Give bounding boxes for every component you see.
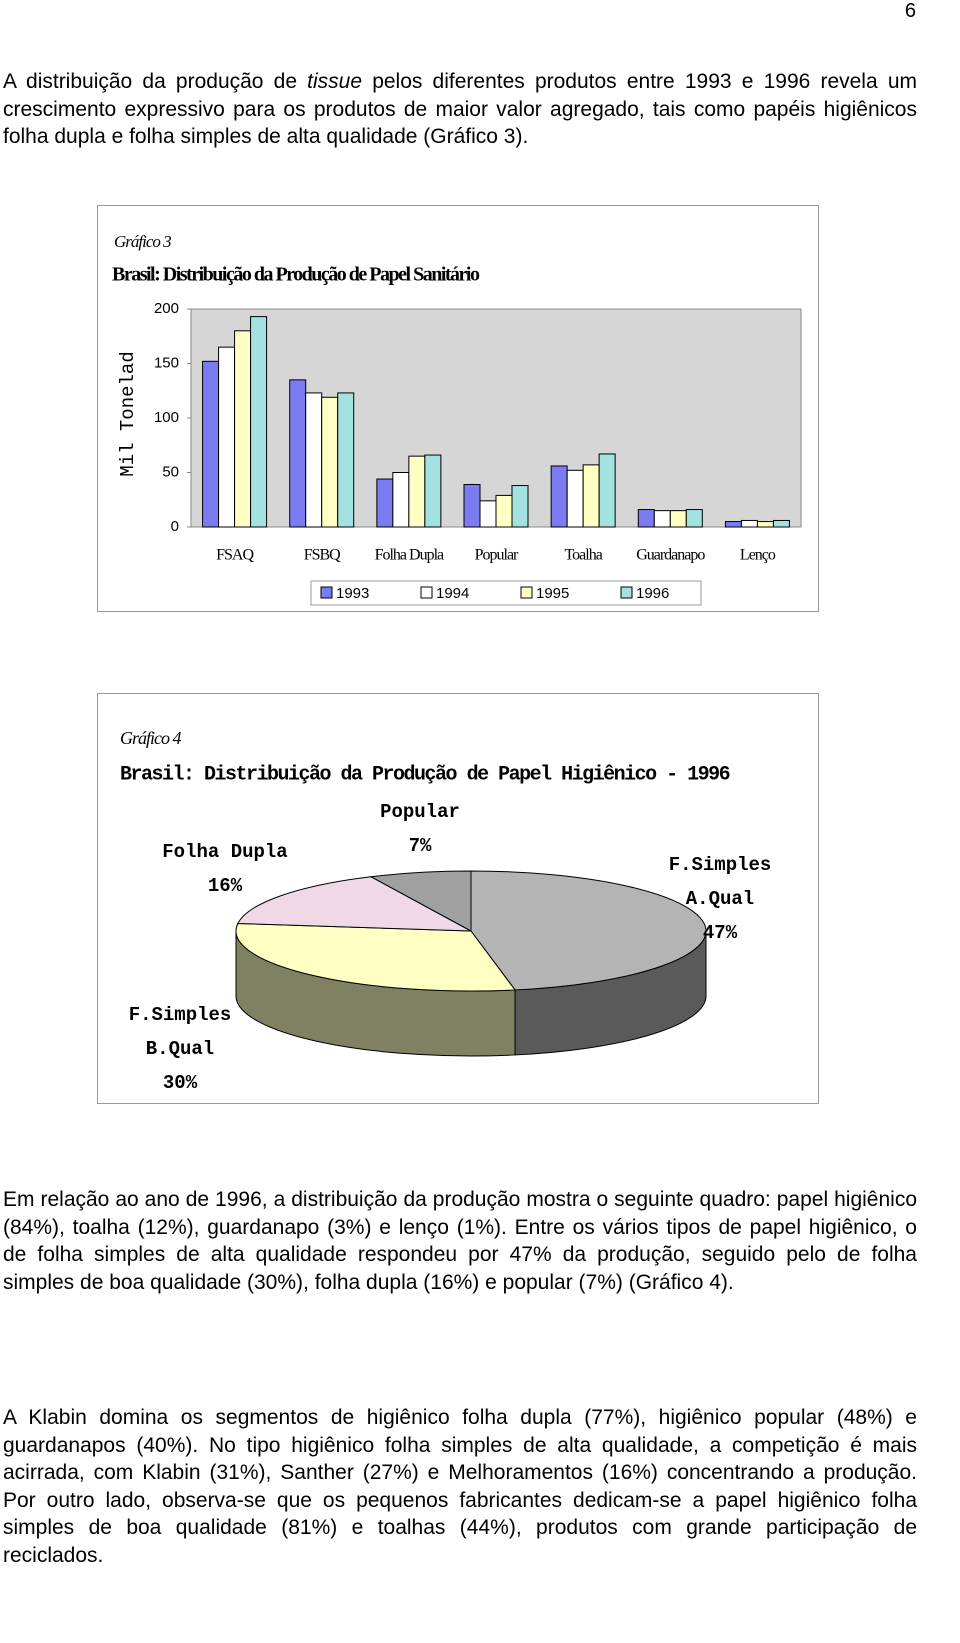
x-tick-label: FSAQ [216, 547, 254, 564]
bar [637, 509, 655, 528]
bar [463, 483, 481, 528]
chart-title: Brasil: Distribuição da Produção de Pape… [112, 264, 480, 286]
bar [511, 485, 529, 528]
legend-label: 1996 [636, 585, 669, 602]
slice-value: 47% [702, 922, 738, 944]
y-tick-label: 50 [162, 463, 179, 480]
bar [202, 360, 220, 528]
chart-caption: Gráfico 3 [114, 232, 171, 251]
paragraph: A distribuição da produção de tissue pel… [3, 68, 917, 151]
text-emphasis: tissue [307, 70, 363, 93]
x-tick-label: FSBQ [304, 547, 341, 564]
chart-frame: Gráfico 3 Brasil: Distribuição da Produçã… [97, 205, 819, 612]
slice-name: F.Simples B.Qual [128, 1004, 232, 1060]
legend-swatch [520, 586, 533, 599]
legend-swatch [420, 586, 433, 599]
bar [337, 392, 355, 528]
pie-label: F.Simples B.Qual 30% [120, 998, 240, 1100]
bar [305, 392, 323, 528]
bar [408, 455, 426, 528]
pie-slice [235, 922, 516, 992]
bar [289, 379, 307, 528]
slice-value: 30% [162, 1072, 198, 1094]
bar [250, 316, 268, 528]
x-tick-label: Guardanapo [636, 547, 705, 564]
bar [582, 464, 600, 528]
y-tick-label: 0 [171, 518, 179, 535]
x-tick-label: Lenço [740, 547, 776, 564]
x-tick-label: Folha Dupla [375, 547, 444, 564]
bar [376, 478, 394, 528]
bar-chart: Gráfico 3 Brasil: Distribuição da Produçã… [112, 232, 802, 606]
pie-slice [470, 870, 707, 991]
legend-box [310, 580, 702, 606]
bar [685, 509, 703, 528]
y-tick-label: 100 [154, 409, 179, 426]
slice-value: 16% [207, 875, 243, 897]
legend-swatch [320, 586, 333, 599]
text: A distribuição da produção de [3, 70, 308, 93]
y-tick-label: 150 [154, 354, 179, 371]
x-tick-label: Toalha [564, 547, 602, 564]
bar [479, 500, 497, 528]
plot-area [190, 308, 802, 528]
bar [598, 453, 616, 528]
paragraph: A Klabin domina os segmentos de higiênic… [3, 1406, 917, 1567]
slice-name: Popular [380, 801, 460, 823]
bar [495, 494, 513, 528]
bar [218, 346, 236, 528]
pie-slice [237, 876, 472, 932]
bar [772, 519, 790, 528]
text: pelos diferentes produtos entre 1993 e 1… [3, 70, 917, 148]
legend-swatch [620, 586, 633, 599]
slice-name: F.Simples A.Qual [668, 854, 772, 910]
bar [756, 521, 774, 528]
legend-label: 1995 [536, 585, 569, 602]
pie-chart: Gráfico 4 Brasil: Distribuição da Produçã… [120, 728, 731, 1057]
bar [234, 330, 252, 528]
legend-label: 1994 [436, 585, 469, 602]
bar [669, 510, 687, 528]
chart-title: Brasil: Distribuição da Produção de Pape… [120, 763, 730, 786]
bar [550, 465, 568, 528]
pie-slice [369, 870, 472, 932]
page-number: 6 [904, 0, 916, 22]
legend-label: 1993 [336, 585, 369, 602]
bar [321, 396, 339, 528]
bar [392, 472, 410, 528]
bar [424, 454, 442, 528]
pie-label: Popular 7% [360, 795, 480, 863]
pie-label: F.Simples A.Qual 47% [660, 848, 780, 950]
paragraph: Em relação ao ano de 1996, a distribuiçã… [3, 1188, 917, 1294]
slice-name: Folha Dupla [162, 841, 288, 863]
y-axis-label: Mil Tonelad [117, 351, 139, 476]
bar [740, 519, 758, 528]
bar [653, 510, 671, 528]
y-tick-label: 200 [154, 300, 179, 317]
chart-frame: Gráfico 4 Brasil: Distribuição da Produçã… [97, 693, 819, 1104]
slice-value: 7% [408, 835, 432, 857]
x-tick-label: Popular [475, 547, 519, 564]
pie-label: Folha Dupla 16% [150, 835, 300, 903]
bar [724, 521, 742, 528]
chart-caption: Gráfico 4 [120, 728, 181, 748]
bar [566, 469, 584, 528]
